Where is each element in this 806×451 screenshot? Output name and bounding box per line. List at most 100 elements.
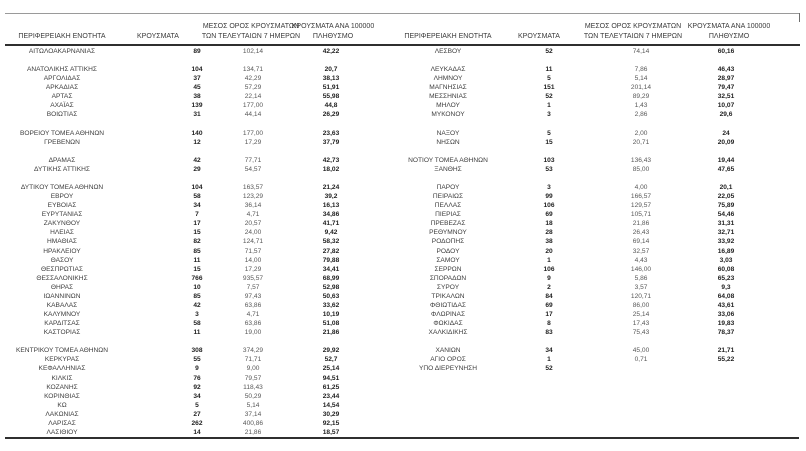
- left-region-cell: ΚΕΝΤΡΙΚΟΥ ΤΟΜΕΑ ΑΘΗΝΩΝ: [16, 347, 108, 354]
- left-per100k-cell: 34,86: [322, 211, 340, 218]
- right-region-cell: ΛΗΜΝΟΥ: [433, 75, 463, 82]
- left-region-cell: ΒΟΙΩΤΙΑΣ: [46, 111, 78, 118]
- left-per100k-cell: 18,57: [322, 429, 340, 436]
- right-avg7-cell: 0,71: [634, 356, 648, 363]
- right-avg7-cell: 3,57: [634, 284, 648, 291]
- left-per100k-cell: 37,79: [322, 139, 340, 146]
- right-cases-cell: 5: [547, 130, 551, 137]
- right-cases-cell: 11: [545, 66, 553, 73]
- right-header-cases: ΚΡΟΥΣΜΑΤΑ: [518, 33, 560, 40]
- right-avg7-cell: 69,14: [632, 238, 650, 245]
- left-per100k-cell: 10,19: [322, 311, 340, 318]
- right-cases-cell: 52: [545, 365, 553, 372]
- right-region-cell: ΦΘΙΩΤΙΔΑΣ: [430, 302, 466, 309]
- left-per100k-cell: 51,91: [322, 84, 340, 91]
- right-header-per100k-line1: ΚΡΟΥΣΜΑΤΑ ΑΝΑ 100000: [687, 23, 771, 30]
- right-region-cell: ΤΡΙΚΑΛΩΝ: [431, 293, 465, 300]
- right-per100k-cell: 28,97: [717, 75, 735, 82]
- left-region-cell: ΕΥΒΟΙΑΣ: [47, 202, 77, 209]
- right-avg7-cell: 74,14: [632, 48, 650, 55]
- left-cases-cell: 34: [193, 393, 201, 400]
- left-region-cell: ΘΕΣΣΑΛΟΝΙΚΗΣ: [36, 275, 88, 282]
- right-per100k-cell: 65,23: [717, 275, 735, 282]
- right-avg7-cell: 2,86: [634, 111, 648, 118]
- right-header-region: ΠΕΡΙΦΕΡΕΙΑΚΗ ΕΝΟΤΗΤΑ: [404, 33, 492, 40]
- left-avg7-cell: 54,57: [244, 166, 262, 173]
- left-avg7-cell: 177,00: [242, 102, 264, 109]
- left-region-cell: ΕΒΡΟΥ: [50, 193, 74, 200]
- right-region-cell: ΜΑΓΝΗΣΙΑΣ: [429, 84, 467, 91]
- left-cases-cell: 85: [193, 248, 201, 255]
- left-region-cell: ΘΑΣΟΥ: [50, 257, 74, 264]
- right-cases-cell: 1: [547, 102, 551, 109]
- right-per100k-cell: 75,89: [717, 202, 735, 209]
- left-per100k-cell: 58,32: [322, 238, 340, 245]
- left-region-cell: ΖΑΚΥΝΘΟΥ: [43, 220, 81, 227]
- left-per100k-cell: 79,88: [322, 257, 340, 264]
- left-per100k-cell: 61,25: [322, 384, 340, 391]
- right-cases-cell: 34: [545, 347, 553, 354]
- left-header-per100k-line1: ΚΡΟΥΣΜΑΤΑ ΑΝΑ 100000: [291, 23, 375, 30]
- right-region-cell: ΦΛΩΡΙΝΑΣ: [430, 311, 466, 318]
- left-avg7-cell: 5,14: [246, 402, 260, 409]
- right-per100k-cell: 47,65: [717, 166, 735, 173]
- right-cases-cell: 52: [545, 48, 553, 55]
- right-avg7-cell: 105,71: [630, 211, 652, 218]
- left-per100k-cell: 16,13: [322, 202, 340, 209]
- left-avg7-cell: 77,71: [244, 157, 262, 164]
- left-avg7-cell: 4,71: [246, 211, 260, 218]
- right-region-cell: ΛΕΣΒΟΥ: [434, 48, 462, 55]
- right-avg7-cell: 86,00: [632, 302, 650, 309]
- left-region-cell: ΚΕΡΚΥΡΑΣ: [44, 356, 80, 363]
- left-per100k-cell: 92,15: [322, 420, 340, 427]
- left-cases-cell: 104: [191, 184, 203, 191]
- left-cases-cell: 42: [193, 157, 201, 164]
- right-per100k-cell: 20,1: [719, 184, 733, 191]
- right-avg7-cell: 2,00: [634, 130, 648, 137]
- left-cases-cell: 5: [195, 402, 199, 409]
- left-per100k-cell: 42,73: [322, 157, 340, 164]
- right-per100k-cell: 16,89: [717, 248, 735, 255]
- left-region-cell: ΚΑΡΔΙΤΣΑΣ: [44, 320, 80, 327]
- right-per100k-cell: 32,71: [717, 229, 735, 236]
- left-per100k-cell: 23,63: [322, 130, 340, 137]
- left-per100k-cell: 39,2: [324, 193, 338, 200]
- right-avg7-cell: 7,86: [634, 66, 648, 73]
- left-region-cell: ΔΥΤΙΚΟΥ ΤΟΜΕΑ ΑΘΗΝΩΝ: [20, 184, 104, 191]
- right-cases-cell: 2: [547, 284, 551, 291]
- left-per100k-cell: 52,98: [322, 284, 340, 291]
- right-per100k-cell: 46,43: [717, 66, 735, 73]
- right-cases-cell: 1: [547, 356, 551, 363]
- right-avg7-cell: 21,86: [632, 220, 650, 227]
- table-top-rule: [5, 13, 800, 14]
- right-region-cell: ΠΕΙΡΑΙΩΣ: [432, 193, 464, 200]
- left-region-cell: ΑΧΑΪΑΣ: [50, 102, 74, 109]
- left-per100k-cell: 94,51: [322, 375, 340, 382]
- right-per100k-cell: 33,92: [717, 238, 735, 245]
- right-per100k-cell: 32,51: [717, 93, 735, 100]
- right-cases-cell: 99: [545, 193, 553, 200]
- right-cases-cell: 28: [545, 229, 553, 236]
- left-per100k-cell: 34,41: [322, 266, 340, 273]
- right-region-cell: ΠΑΡΟΥ: [436, 184, 460, 191]
- left-avg7-cell: 21,86: [244, 429, 262, 436]
- right-avg7-cell: 1,43: [634, 102, 648, 109]
- left-cases-cell: 27: [193, 411, 201, 418]
- left-cases-cell: 12: [193, 139, 201, 146]
- right-region-cell: ΠΕΛΛΑΣ: [434, 202, 462, 209]
- right-region-cell: ΡΟΔΟΠΗΣ: [431, 238, 465, 245]
- right-per100k-cell: 19,44: [717, 157, 735, 164]
- right-per100k-cell: 21,71: [717, 347, 735, 354]
- right-cases-cell: 151: [543, 84, 555, 91]
- left-per100k-cell: 25,14: [322, 365, 340, 372]
- left-cases-cell: 82: [193, 238, 201, 245]
- left-per100k-cell: 18,02: [322, 166, 340, 173]
- left-avg7-cell: 14,00: [244, 257, 262, 264]
- right-per100k-cell: 3,03: [719, 257, 733, 264]
- right-region-cell: ΑΓΙΟ ΟΡΟΣ: [430, 356, 466, 363]
- right-avg7-cell: 146,00: [630, 266, 652, 273]
- left-region-cell: ΙΩΑΝΝΙΝΩΝ: [43, 293, 81, 300]
- left-avg7-cell: 102,14: [242, 48, 264, 55]
- left-avg7-cell: 374,29: [242, 347, 264, 354]
- left-region-cell: ΘΗΡΑΣ: [50, 284, 74, 291]
